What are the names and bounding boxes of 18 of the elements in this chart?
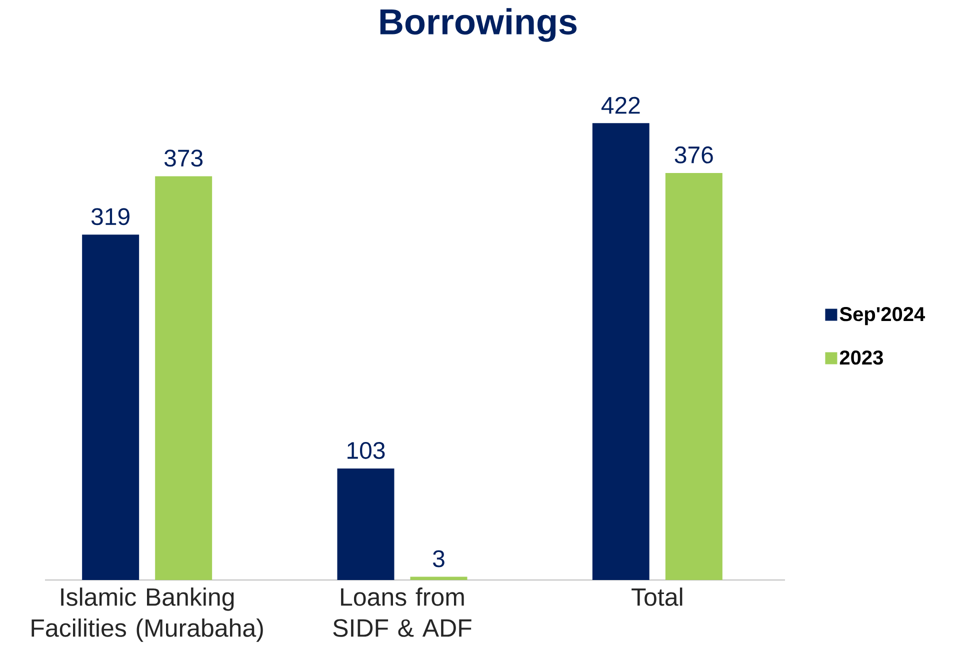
data-label: 373 bbox=[164, 150, 203, 167]
data-label: 103 bbox=[348, 442, 385, 459]
data-label: 376 bbox=[674, 146, 713, 164]
data-label: 319 bbox=[91, 208, 130, 226]
data-label: 3 bbox=[432, 550, 444, 568]
bar bbox=[82, 234, 140, 580]
bar bbox=[665, 172, 722, 580]
bar bbox=[410, 576, 468, 580]
bar bbox=[592, 123, 650, 580]
x-tick-label: Total bbox=[632, 588, 682, 606]
legend-label: 2023 bbox=[840, 350, 883, 365]
data-label: 422 bbox=[601, 96, 640, 114]
legend-label: Sep'2024 bbox=[840, 307, 926, 326]
bar bbox=[337, 468, 394, 580]
bar bbox=[155, 176, 212, 580]
x-tick-label: Loans from SIDF & ADF bbox=[333, 588, 472, 637]
x-tick-label: Islamic Banking Facilities (Murabaha) bbox=[32, 588, 263, 642]
chart-title: Borrowings bbox=[380, 8, 577, 42]
